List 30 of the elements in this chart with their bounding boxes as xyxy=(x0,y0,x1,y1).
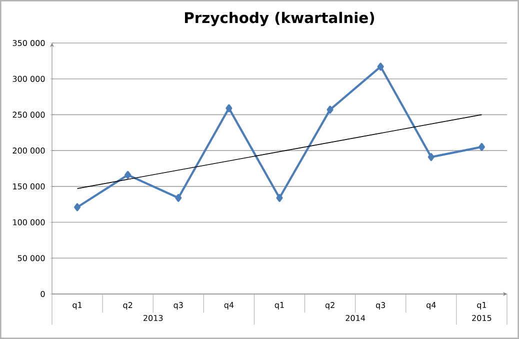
point xyxy=(276,194,283,202)
point xyxy=(74,203,81,212)
x-tick-label: q1 xyxy=(274,302,284,310)
x-tick-label: q2 xyxy=(123,302,132,310)
point xyxy=(377,62,384,71)
y-tick-label: 0 xyxy=(40,290,45,298)
point xyxy=(124,170,132,179)
x-tick-label: q1 xyxy=(477,302,486,310)
x-tick-label: q4 xyxy=(224,302,234,310)
chart-title: Przychody (kwartalnie) xyxy=(185,12,374,26)
y-tick-label: 250 000 xyxy=(12,112,45,118)
y-tick-label: 300 000 xyxy=(12,76,45,82)
y-tick-label: 50 000 xyxy=(18,255,45,262)
point xyxy=(478,142,485,151)
point xyxy=(326,106,334,114)
text: 2015 xyxy=(472,314,492,321)
x-tick-label: q2 xyxy=(325,302,334,310)
x-tick-label: q1 xyxy=(72,302,82,310)
y-tick-label: 350 000 xyxy=(12,40,45,46)
y-tick-label: 100 000 xyxy=(13,219,45,226)
text: 2014 xyxy=(346,314,366,321)
text: 2013 xyxy=(144,314,163,321)
x-tick-label: q4 xyxy=(426,302,436,310)
point xyxy=(175,194,182,202)
x-tick-label: q3 xyxy=(376,302,386,310)
point xyxy=(226,104,232,112)
x-tick-label: q3 xyxy=(174,302,183,310)
y-tick-label: 150 000 xyxy=(13,183,45,190)
y-tick-label: 200 000 xyxy=(12,148,45,154)
point xyxy=(428,153,434,162)
